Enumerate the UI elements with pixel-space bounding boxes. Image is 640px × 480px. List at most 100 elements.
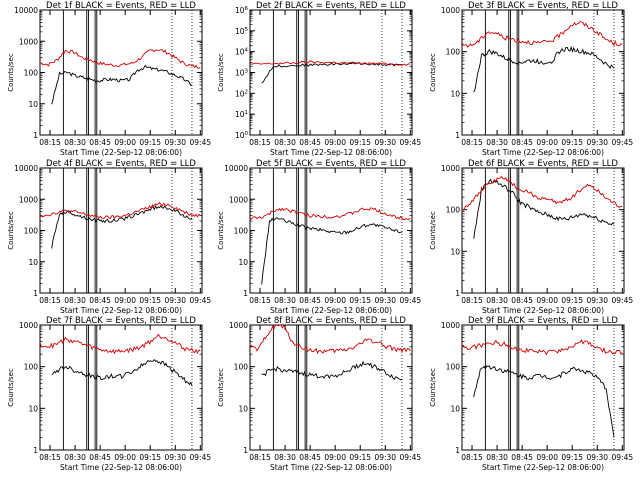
y-tick-label: 1 (455, 446, 460, 455)
y-tick-label: 1000 (19, 195, 38, 204)
x-tick-label: 08:45 (511, 453, 533, 462)
events-series-line (51, 359, 193, 386)
y-tick-label: 1 (33, 289, 38, 298)
x-tick-label: 09:15 (139, 138, 161, 147)
chart-panel: Det 4f BLACK = Events, RED = LLD 1 10 100 10… (7, 159, 211, 315)
y-tick-label: 100 (446, 48, 461, 57)
lld-series-line (40, 49, 201, 70)
y-tick-label: 100 (446, 363, 461, 372)
y-tick-label: 100 (24, 69, 39, 78)
x-axis-label: Start Time (22-Sep-12 08:06:00) (482, 306, 604, 315)
x-tick-label: 09:15 (139, 296, 161, 305)
y-tick-label: 1 (455, 131, 460, 140)
x-tick-label: 08:15 (39, 453, 61, 462)
lld-series-line (461, 20, 623, 48)
x-tick-label: 08:30 (486, 296, 508, 305)
events-series-line (473, 45, 615, 93)
x-tick-label: 09:00 (114, 296, 136, 305)
x-tick-label: 08:15 (461, 296, 483, 305)
chart-title: Det 5f BLACK = Events, RED = LLD (256, 159, 406, 169)
y-tick-label: 10 (450, 247, 460, 256)
x-axis-label: Start Time (22-Sep-12 08:06:00) (60, 463, 182, 472)
y-tick-label: 1000 (441, 164, 460, 173)
chart-panel: Det 6f BLACK = Events, RED = LLD 1 10 100 10… (429, 159, 633, 315)
x-tick-label: 09:45 (612, 296, 634, 305)
x-tick-label: 09:15 (349, 138, 371, 147)
y-axis-label: Counts/sec (429, 368, 437, 407)
x-tick-label: 09:15 (139, 453, 161, 462)
x-tick-label: 09:00 (114, 453, 136, 462)
y-tick-label: 1000 (229, 321, 248, 330)
y-tick-label: 10 (28, 404, 38, 413)
y-tick-label: 103 (235, 69, 249, 78)
y-tick-label: 102 (235, 89, 248, 98)
chart-title: Det 8f BLACK = Events, RED = LLD (256, 316, 406, 326)
y-tick-label: 1 (243, 446, 248, 455)
lld-series-line (39, 201, 201, 220)
plot-frame (461, 324, 625, 451)
plot-frame (461, 9, 625, 136)
x-axis-label: Start Time (22-Sep-12 08:06:00) (482, 463, 604, 472)
x-tick-label: 09:30 (164, 138, 186, 147)
x-tick-label: 08:45 (299, 453, 321, 462)
y-tick-label: 100 (24, 363, 39, 372)
x-tick-label: 09:30 (374, 453, 396, 462)
x-tick-label: 08:15 (249, 138, 271, 147)
x-tick-label: 09:15 (349, 453, 371, 462)
y-tick-label: 1000 (19, 321, 38, 330)
x-tick-label: 09:00 (536, 296, 558, 305)
y-axis-label: Counts/sec (7, 211, 15, 250)
x-tick-label: 09:45 (400, 138, 422, 147)
y-tick-label: 10 (450, 89, 460, 98)
x-tick-label: 09:45 (612, 138, 634, 147)
plot-frame (249, 167, 413, 294)
y-tick-label: 106 (235, 6, 249, 15)
lld-series-line (461, 175, 623, 211)
x-tick-label: 08:45 (511, 138, 533, 147)
y-axis-label: Counts/sec (429, 211, 437, 250)
events-series-line (51, 64, 193, 105)
y-axis-label: Counts/sec (7, 368, 15, 407)
x-tick-label: 09:00 (324, 138, 346, 147)
x-tick-label: 09:15 (561, 296, 583, 305)
x-tick-label: 09:00 (536, 138, 558, 147)
y-tick-label: 1 (455, 289, 460, 298)
plot-frame (249, 9, 413, 136)
plot-frame (39, 167, 203, 294)
x-tick-label: 08:45 (89, 453, 111, 462)
x-axis-label: Start Time (22-Sep-12 08:06:00) (60, 306, 182, 315)
y-tick-label: 1 (33, 131, 38, 140)
chart-panel: Det 3f BLACK = Events, RED = LLD 1 10 100 10… (429, 1, 633, 157)
x-tick-label: 08:30 (486, 453, 508, 462)
y-tick-label: 1 (33, 446, 38, 455)
y-tick-label: 100 (234, 363, 249, 372)
chart-panel: Det 5f BLACK = Events, RED = LLD 1 10 100 10… (217, 159, 421, 315)
x-tick-label: 09:30 (586, 453, 608, 462)
x-tick-label: 09:30 (586, 138, 608, 147)
x-tick-label: 09:15 (561, 453, 583, 462)
y-tick-label: 101 (235, 110, 248, 119)
x-tick-label: 09:00 (324, 453, 346, 462)
y-tick-label: 10 (238, 404, 248, 413)
y-axis-label: Counts/sec (7, 53, 15, 92)
chart-panel: Det 2f BLACK = Events, RED = LLD 100 101 10… (217, 1, 421, 157)
y-tick-label: 100 (235, 131, 249, 140)
chart-title: Det 6f BLACK = Events, RED = LLD (468, 159, 618, 169)
y-tick-label: 100 (24, 227, 39, 236)
chart-title: Det 7f BLACK = Events, RED = LLD (46, 316, 196, 326)
x-axis-label: Start Time (22-Sep-12 08:06:00) (270, 148, 392, 157)
x-tick-label: 09:45 (190, 453, 212, 462)
y-axis-label: Counts/sec (429, 53, 437, 92)
y-tick-label: 10 (450, 404, 460, 413)
x-axis-label: Start Time (22-Sep-12 08:06:00) (270, 306, 392, 315)
events-series-line (473, 365, 615, 438)
plot-frame (461, 167, 625, 294)
x-tick-label: 09:45 (400, 453, 422, 462)
x-tick-label: 08:45 (299, 296, 321, 305)
lld-series-line (39, 333, 201, 355)
events-series-line (261, 217, 403, 285)
chart-title: Det 1f BLACK = Events, RED = LLD (46, 1, 196, 11)
chart-title: Det 3f BLACK = Events, RED = LLD (468, 1, 618, 11)
y-axis-label: Counts/sec (217, 53, 225, 92)
y-tick-label: 105 (235, 27, 249, 36)
